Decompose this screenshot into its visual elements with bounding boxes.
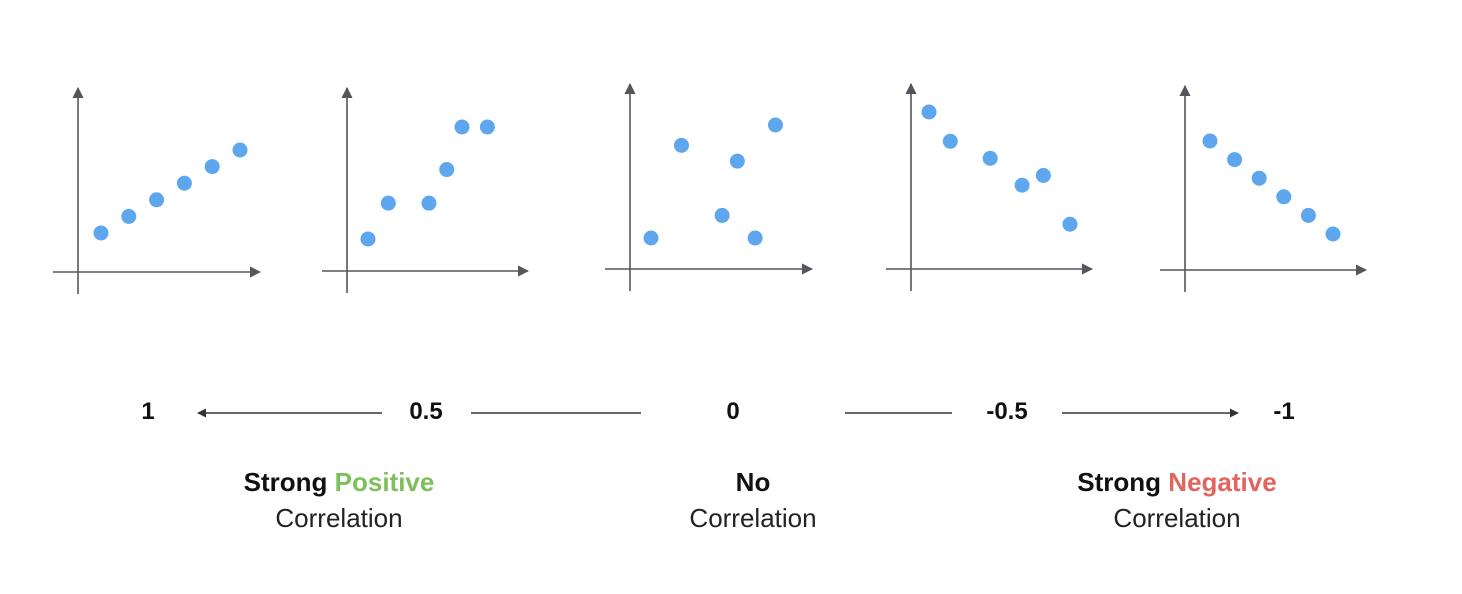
data-point [1035,167,1051,183]
data-point [421,195,437,211]
caption-negative-title: Strong Negative [1077,466,1276,498]
caption-strong-negative: Strong Negative Correlation [1077,466,1276,538]
scatter-plot-1 [53,86,262,294]
scatter-plot-3 [605,82,814,291]
data-point [149,192,165,208]
data-point [360,231,376,247]
data-point [1325,226,1341,242]
scale-label-neg-0-5: -0.5 [986,398,1028,425]
scale-label-0: 0 [726,398,740,425]
data-point [93,225,109,241]
data-point [176,175,192,191]
caption-positive-correlation: Correlation [275,503,403,533]
caption-negative-correlation: Correlation [1113,503,1241,533]
data-point [439,162,455,178]
scale-label-1: 1 [141,398,155,425]
data-point [204,159,220,175]
data-point [1300,207,1316,223]
data-point [747,230,763,246]
data-point [380,195,396,211]
caption-negative-strong: Strong [1077,467,1162,497]
data-point [1227,152,1243,168]
scale-label-neg-1: -1 [1273,398,1295,425]
data-point [479,119,495,135]
caption-positive-word: Positive [334,467,435,497]
caption-negative-word: Negative [1168,467,1277,497]
caption-positive-title: Strong Positive [244,466,435,498]
caption-none-correlation: Correlation [689,503,817,533]
data-point [767,117,783,133]
data-point [942,133,958,149]
data-point [673,137,689,153]
data-point [921,104,937,120]
scatter-plot-4 [886,82,1094,291]
scale-label-0-5: 0.5 [409,398,443,425]
data-point [643,230,659,246]
caption-none-title: No [735,467,771,497]
data-point [714,207,730,223]
data-point [1202,133,1218,149]
data-point [982,150,998,166]
caption-strong-positive: Strong Positive Correlation [244,466,435,538]
caption-no-correlation: No Correlation [689,466,816,538]
data-point [1276,189,1292,205]
data-point [121,208,137,224]
data-point [1014,177,1030,193]
caption-positive-strong: Strong [243,467,328,497]
data-point [232,142,248,158]
data-point [1251,170,1267,186]
scatter-plot-5 [1160,84,1368,292]
data-point [1062,216,1078,232]
data-point [454,119,470,135]
data-point [729,153,745,169]
scatter-plot-2 [322,86,530,293]
